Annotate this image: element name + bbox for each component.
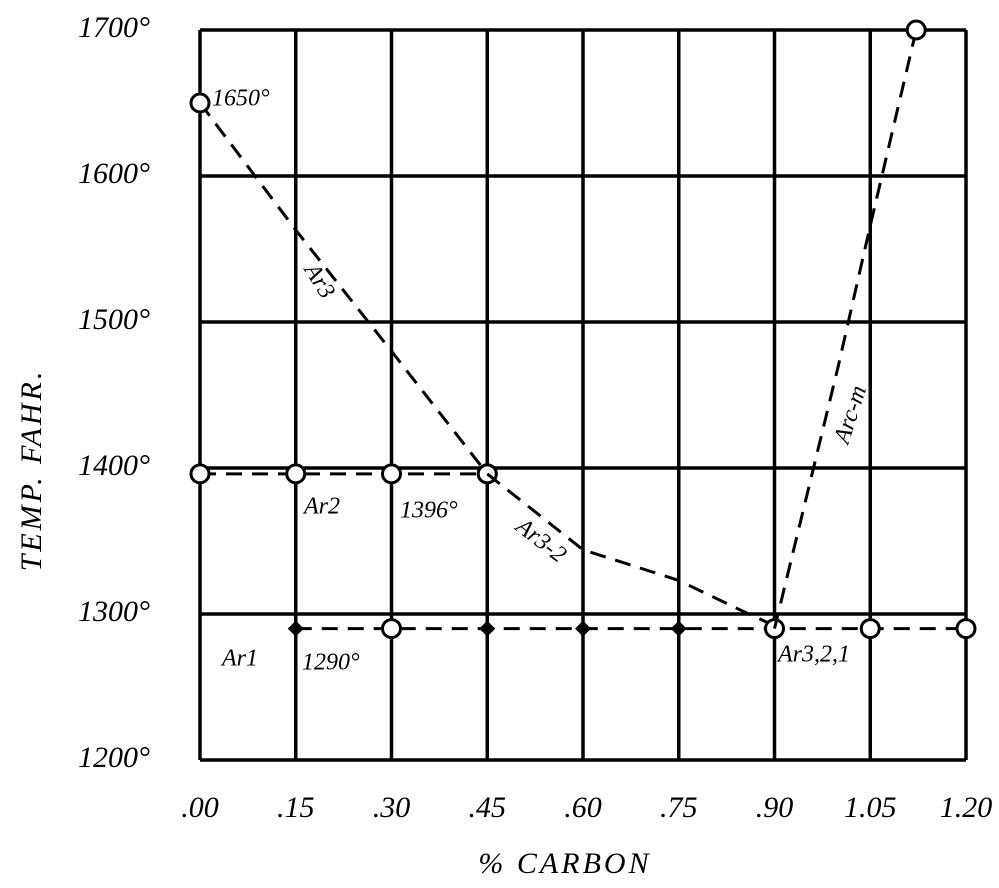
line	[198, 102, 489, 475]
y-tick-label: 1700°	[78, 11, 150, 44]
marker	[189, 463, 211, 485]
series-label: Ar3-2	[509, 512, 571, 568]
line	[773, 29, 918, 629]
marker	[381, 618, 402, 640]
series-label: Ar1	[220, 646, 258, 672]
marker	[955, 618, 977, 640]
y-tick-label: 1300°	[78, 595, 150, 628]
x-tick-label: .30	[373, 791, 411, 824]
marker	[575, 620, 591, 637]
annotation: 1396°	[400, 498, 458, 524]
annotation: 1650°	[212, 86, 270, 112]
x-tick-label: .75	[660, 791, 698, 824]
annotation: Ar3,2,1	[776, 642, 850, 668]
x-tick-label: .90	[756, 791, 794, 824]
series-label: Ar2	[302, 494, 340, 520]
x-tick-label: .15	[277, 791, 315, 824]
y-tick-label: 1500°	[78, 303, 150, 336]
x-axis-label: % CARBON	[478, 847, 651, 880]
marker	[285, 463, 307, 485]
series-label: Ar3	[298, 257, 340, 303]
marker	[381, 463, 402, 485]
x-tick-label: .60	[564, 791, 602, 824]
marker	[670, 620, 687, 637]
x-tick-label: .00	[181, 791, 219, 824]
marker	[479, 620, 496, 637]
x-tick-label: 1.20	[940, 791, 993, 824]
marker	[859, 618, 881, 640]
series-label: Arc-m	[828, 382, 872, 448]
y-axis-label: TEMP. FAHR.	[15, 369, 48, 572]
x-tick-label: .45	[469, 791, 507, 824]
y-tick-label: 1600°	[78, 157, 150, 190]
x-tick-label: 1.05	[844, 791, 897, 824]
y-tick-label: 1400°	[78, 449, 150, 482]
line	[486, 472, 776, 628]
marker	[189, 92, 211, 114]
y-tick-label: 1200°	[78, 741, 150, 774]
annotation: 1290°	[302, 650, 360, 676]
marker	[905, 19, 927, 41]
marker	[287, 620, 304, 637]
